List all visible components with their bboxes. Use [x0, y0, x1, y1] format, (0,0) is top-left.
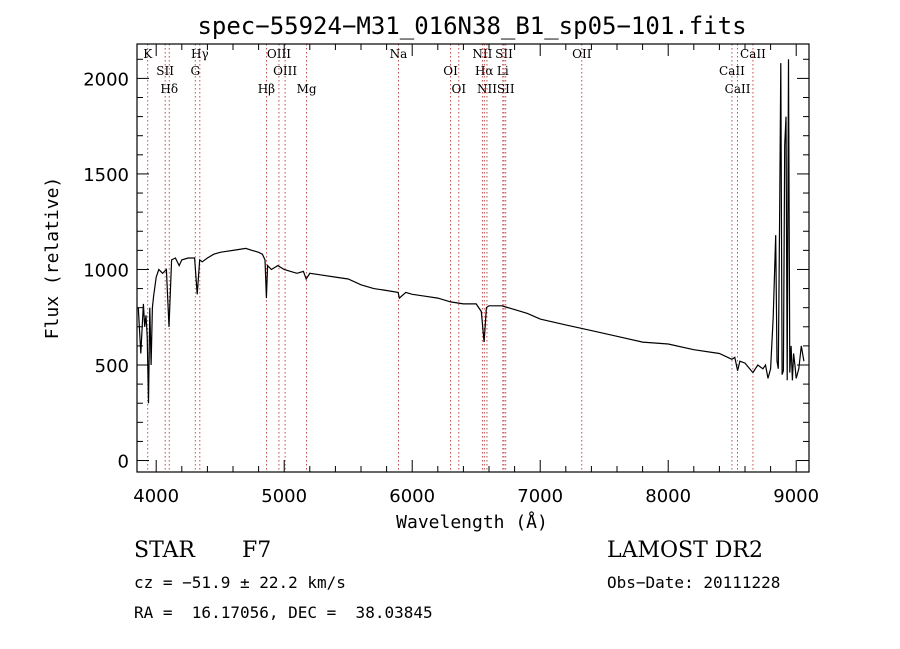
y-tick-label: 500	[95, 356, 129, 377]
x-tick-label: 5000	[261, 486, 307, 507]
spectral-line-markers: KSIIHδHγGHβOIIIOIIIMgNaOIOINIIHαNIISIILi…	[143, 44, 766, 472]
x-tick-label: 7000	[517, 486, 563, 507]
spectral-line-label: CaII	[740, 47, 766, 61]
survey-name: LAMOST DR2	[607, 538, 763, 563]
spectral-line-label: Na	[390, 47, 408, 61]
spectral-line-label: CaII	[719, 64, 745, 78]
spectral-line-label: Hβ	[258, 82, 275, 96]
spectral-line-label: NII	[477, 82, 497, 96]
spectral-line-label: SII	[495, 47, 513, 61]
spectral-line-label: OI	[452, 82, 467, 96]
spectral-line-label: SII	[156, 64, 174, 78]
object-subclass: F7	[242, 538, 272, 563]
y-axis-label: Flux (relative)	[42, 177, 63, 340]
x-axis-ticks: 4000 5000 6000 7000 8000 9000	[133, 44, 819, 507]
y-tick-label: 1500	[83, 165, 129, 186]
spectral-line-label: Hδ	[160, 82, 178, 96]
spectral-line-label: Hγ	[191, 47, 209, 61]
x-tick-label: 8000	[645, 486, 691, 507]
observation-date: Obs−Date: 20111228	[607, 573, 781, 592]
y-tick-label: 0	[118, 452, 129, 473]
object-class: STAR	[134, 538, 195, 563]
y-tick-label: 2000	[83, 69, 129, 90]
x-axis-label: Wavelength (Å)	[396, 511, 548, 533]
spectral-line-label: K	[143, 47, 153, 61]
chart-title: spec−55924−M31_016N38_B1_sp05−101.fits	[197, 12, 746, 40]
spectral-line-label: CaII	[725, 82, 751, 96]
spectral-line-label: Mg	[297, 82, 317, 96]
coordinates: RA = 16.17056, DEC = 38.03845	[134, 603, 433, 622]
x-tick-label: 9000	[773, 486, 819, 507]
x-tick-label: 6000	[389, 486, 435, 507]
spectral-line-label: OIII	[273, 64, 297, 78]
spectral-line-label: NII	[472, 47, 492, 61]
y-tick-label: 1000	[83, 260, 129, 281]
spectral-line-label: Hα	[475, 64, 494, 78]
x-tick-label: 4000	[133, 486, 179, 507]
plot-frame	[136, 43, 810, 473]
redshift-cz: cz = −51.9 ± 22.2 km/s	[134, 573, 346, 592]
spectral-line-label: SII	[497, 82, 515, 96]
spectral-line-label: G	[190, 64, 200, 78]
spectral-line-label: OII	[572, 47, 592, 61]
spectral-line-label: OI	[443, 64, 458, 78]
spectral-line-label: OIII	[267, 47, 291, 61]
y-axis-ticks: 0 500 1000 1500 2000	[83, 58, 809, 473]
spectrum-line-0	[137, 59, 805, 404]
spectrum-series	[137, 59, 805, 404]
spectral-line-label: Li	[497, 64, 509, 78]
